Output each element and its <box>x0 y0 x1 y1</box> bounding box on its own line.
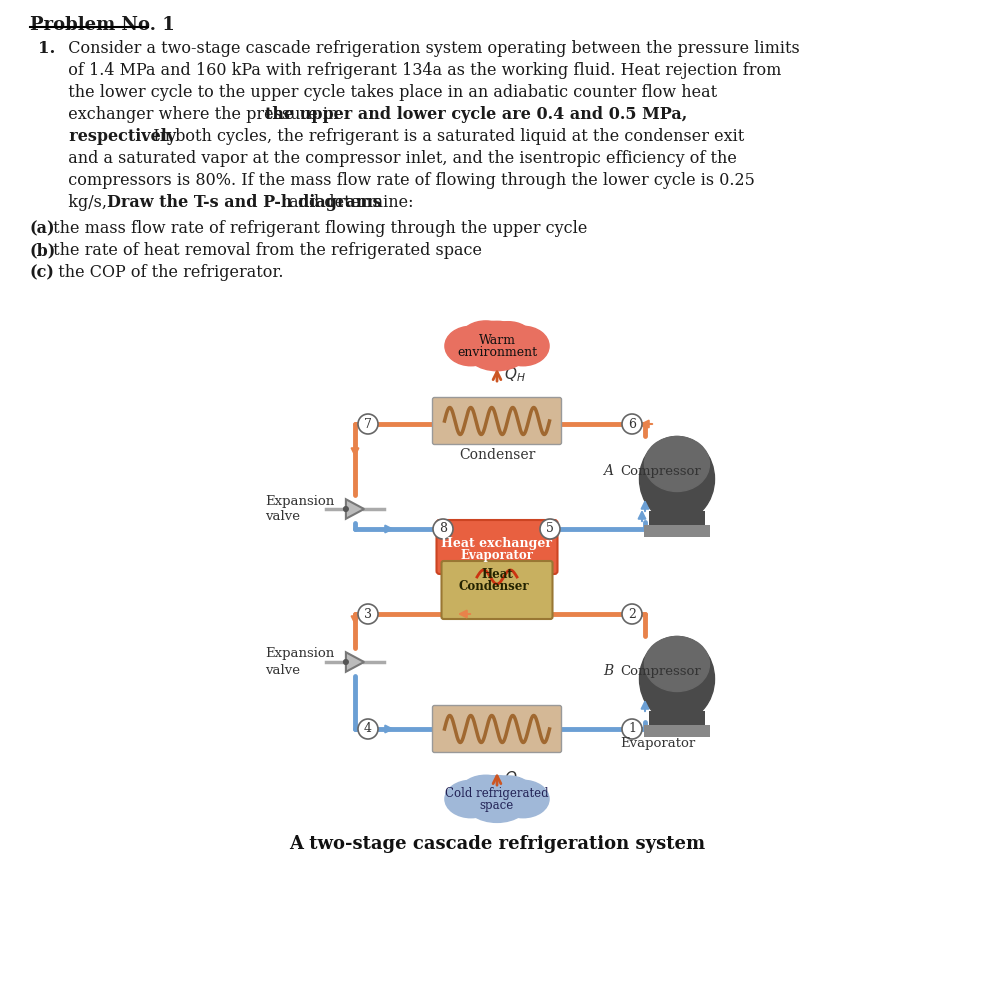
Ellipse shape <box>462 775 509 803</box>
Text: . In both cycles, the refrigerant is a saturated liquid at the condenser exit: . In both cycles, the refrigerant is a s… <box>144 128 745 145</box>
Text: Cold refrigerated: Cold refrigerated <box>445 786 549 799</box>
Text: 3: 3 <box>364 607 372 621</box>
Circle shape <box>343 659 348 664</box>
Text: 4: 4 <box>364 722 372 735</box>
Circle shape <box>358 719 378 739</box>
Ellipse shape <box>445 780 497 818</box>
Ellipse shape <box>640 437 715 522</box>
Text: 1: 1 <box>628 722 636 735</box>
Ellipse shape <box>645 437 710 491</box>
Ellipse shape <box>463 775 531 823</box>
Ellipse shape <box>462 321 509 349</box>
Text: Problem No. 1: Problem No. 1 <box>30 16 175 34</box>
Circle shape <box>622 414 642 434</box>
Ellipse shape <box>445 327 497 366</box>
FancyBboxPatch shape <box>432 706 562 753</box>
Circle shape <box>622 719 642 739</box>
Text: Evaporator: Evaporator <box>460 549 534 563</box>
Text: A: A <box>603 464 613 478</box>
Text: valve: valve <box>265 511 300 523</box>
Circle shape <box>540 519 560 539</box>
FancyBboxPatch shape <box>441 561 553 619</box>
Circle shape <box>358 414 378 434</box>
Text: of 1.4 MPa and 160 kPa with refrigerant 134a as the working fluid. Heat rejectio: of 1.4 MPa and 160 kPa with refrigerant … <box>58 62 781 79</box>
Ellipse shape <box>640 637 715 721</box>
Text: Consider a two-stage cascade refrigeration system operating between the pressure: Consider a two-stage cascade refrigerati… <box>58 40 799 57</box>
Text: Condenser: Condenser <box>459 581 529 593</box>
Text: Evaporator: Evaporator <box>620 737 696 751</box>
Text: Expansion: Expansion <box>265 495 334 508</box>
Text: 8: 8 <box>439 523 447 535</box>
Text: $Q_H$: $Q_H$ <box>504 366 526 385</box>
Text: (a): (a) <box>30 220 56 237</box>
Text: the rate of heat removal from the refrigerated space: the rate of heat removal from the refrig… <box>48 242 482 259</box>
Text: the mass flow rate of refrigerant flowing through the upper cycle: the mass flow rate of refrigerant flowin… <box>48 220 588 237</box>
FancyBboxPatch shape <box>432 398 562 445</box>
FancyBboxPatch shape <box>649 711 705 727</box>
Text: Draw the T-s and P-h diagrams: Draw the T-s and P-h diagrams <box>107 194 381 211</box>
Text: B: B <box>603 664 613 678</box>
Circle shape <box>433 519 453 539</box>
Text: 1.: 1. <box>38 40 55 57</box>
Text: 5: 5 <box>546 523 554 535</box>
Ellipse shape <box>463 322 531 371</box>
Text: (b): (b) <box>30 242 56 259</box>
Text: compressors is 80%. If the mass flow rate of flowing through the lower cycle is : compressors is 80%. If the mass flow rat… <box>58 172 754 189</box>
Text: valve: valve <box>265 663 300 677</box>
Ellipse shape <box>486 322 531 349</box>
FancyBboxPatch shape <box>436 520 558 574</box>
Text: Warm: Warm <box>478 334 516 346</box>
Text: and a saturated vapor at the compressor inlet, and the isentropic efficiency of : and a saturated vapor at the compressor … <box>58 150 737 167</box>
Ellipse shape <box>497 780 549 818</box>
Text: the lower cycle to the upper cycle takes place in an adiabatic counter flow heat: the lower cycle to the upper cycle takes… <box>58 84 718 101</box>
Text: A two-stage cascade refrigeration system: A two-stage cascade refrigeration system <box>289 835 705 853</box>
Text: 6: 6 <box>628 417 636 430</box>
Text: the COP of the refrigerator.: the COP of the refrigerator. <box>48 264 283 281</box>
Polygon shape <box>346 499 364 519</box>
FancyBboxPatch shape <box>644 525 710 537</box>
Text: space: space <box>480 799 514 813</box>
Ellipse shape <box>645 637 710 692</box>
Text: respectively: respectively <box>58 128 176 145</box>
Text: environment: environment <box>457 346 537 359</box>
Text: Expansion: Expansion <box>265 647 334 660</box>
Text: kg/s,: kg/s, <box>58 194 112 211</box>
FancyBboxPatch shape <box>649 511 705 527</box>
Ellipse shape <box>497 327 549 366</box>
Text: (c): (c) <box>30 264 55 281</box>
Text: Condenser: Condenser <box>459 448 535 462</box>
Circle shape <box>343 507 348 512</box>
Polygon shape <box>346 652 364 672</box>
Text: the upper and lower cycle are 0.4 and 0.5 MPa,: the upper and lower cycle are 0.4 and 0.… <box>265 106 688 123</box>
Circle shape <box>358 604 378 624</box>
Text: $Q_L$: $Q_L$ <box>504 769 523 788</box>
Text: Compressor: Compressor <box>620 464 701 477</box>
Text: Heat exchanger: Heat exchanger <box>441 537 553 550</box>
Text: Compressor: Compressor <box>620 664 701 678</box>
Text: 2: 2 <box>628 607 636 621</box>
FancyBboxPatch shape <box>644 725 710 737</box>
Text: Heat: Heat <box>481 568 513 581</box>
Text: 7: 7 <box>364 417 372 430</box>
Text: exchanger where the pressure in: exchanger where the pressure in <box>58 106 343 123</box>
Ellipse shape <box>486 776 531 802</box>
Circle shape <box>622 604 642 624</box>
Text: and determine:: and determine: <box>283 194 413 211</box>
